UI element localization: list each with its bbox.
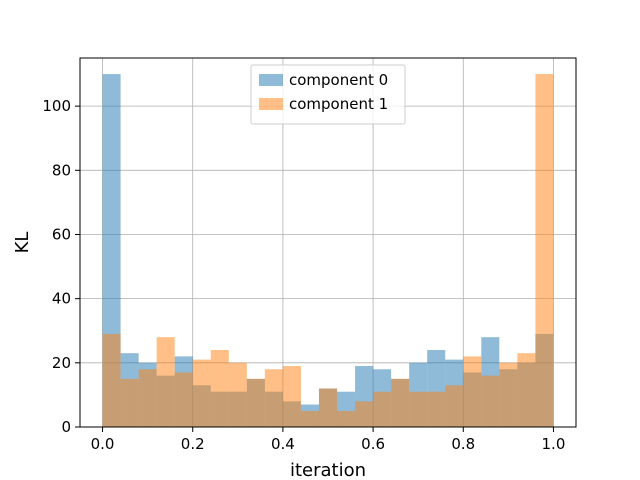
bar-series-1 bbox=[156, 337, 175, 427]
legend-label: component 0 bbox=[289, 71, 388, 89]
bar-series-1 bbox=[499, 362, 518, 427]
x-tick-label: 1.0 bbox=[542, 435, 566, 453]
bar-series-1 bbox=[192, 359, 211, 427]
bar-series-1 bbox=[463, 356, 482, 427]
bar-series-1 bbox=[337, 410, 356, 427]
y-tick-label: 0 bbox=[61, 418, 71, 436]
bar-series-1 bbox=[246, 378, 265, 427]
x-tick-label: 0.8 bbox=[451, 435, 475, 453]
bar-series-1 bbox=[264, 369, 283, 427]
legend-swatch bbox=[259, 98, 283, 110]
bar-series-1 bbox=[373, 391, 392, 427]
bar-series-1 bbox=[427, 391, 446, 427]
bar-series-1 bbox=[481, 375, 500, 427]
bar-series-1 bbox=[174, 372, 193, 427]
x-axis-label: iteration bbox=[290, 460, 366, 480]
bar-series-1 bbox=[210, 349, 229, 427]
y-tick-label: 20 bbox=[52, 354, 71, 372]
bar-series-1 bbox=[120, 378, 139, 427]
bar-series-1 bbox=[228, 362, 247, 427]
x-tick-label: 0.4 bbox=[271, 435, 295, 453]
y-tick-label: 40 bbox=[52, 290, 71, 308]
bar-series-1 bbox=[300, 410, 319, 427]
x-tick-label: 0.2 bbox=[181, 435, 205, 453]
legend-swatch bbox=[259, 74, 283, 86]
bar-series-1 bbox=[138, 369, 157, 427]
y-tick-label: 80 bbox=[52, 161, 71, 179]
bar-series-1 bbox=[355, 401, 374, 427]
ticks: 0.0 0.2 0.4 0.6 0.8 1.0 0 20 40 60 80 100 bbox=[42, 97, 565, 453]
bar-series-1 bbox=[409, 391, 428, 427]
bar-series-1 bbox=[318, 388, 338, 427]
legend-label: component 1 bbox=[289, 95, 388, 113]
bar-series-1 bbox=[391, 378, 410, 427]
y-tick-label: 100 bbox=[42, 97, 71, 115]
x-tick-label: 0.6 bbox=[361, 435, 385, 453]
y-tick-label: 60 bbox=[52, 225, 71, 243]
bar-series-1 bbox=[282, 366, 301, 427]
legend: component 0 component 1 bbox=[250, 64, 406, 125]
y-axis-label: KL bbox=[12, 232, 33, 254]
bar-series-1 bbox=[517, 353, 536, 427]
bar-series-1 bbox=[535, 74, 554, 427]
plot-frame bbox=[79, 57, 577, 428]
legend-box bbox=[250, 64, 406, 125]
bar-series-1 bbox=[102, 333, 121, 427]
x-tick-label: 0.0 bbox=[91, 435, 115, 453]
bars bbox=[102, 74, 554, 427]
bar-series-1 bbox=[445, 385, 464, 427]
